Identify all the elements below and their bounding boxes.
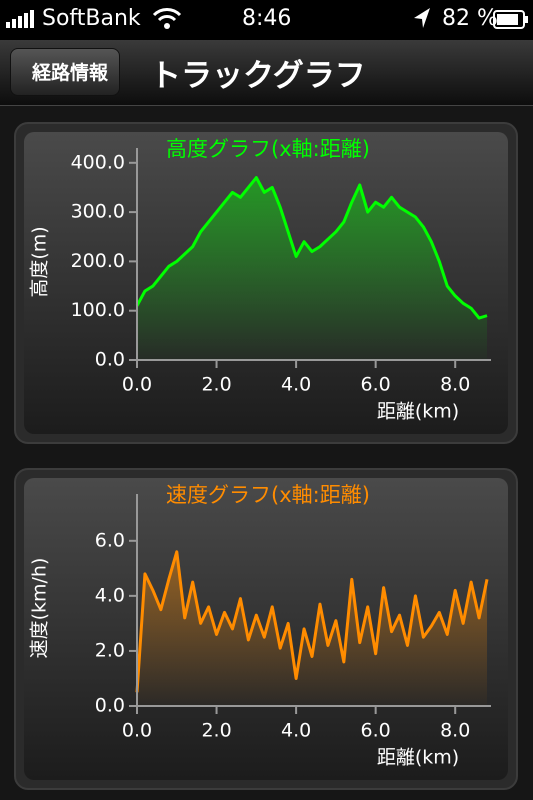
data-line <box>135 176 488 320</box>
x-tick-label: 2.0 <box>201 720 231 742</box>
y-tick-label: 400.0 <box>71 151 125 173</box>
x-tick-label: 0.0 <box>122 720 152 742</box>
y-tick-label: 2.0 <box>95 639 125 661</box>
x-tick-label: 4.0 <box>281 374 311 396</box>
wifi-icon <box>152 8 182 29</box>
x-tick-label: 8.0 <box>440 720 470 742</box>
battery-percent: 82 % <box>442 6 498 31</box>
area-fill <box>137 551 488 706</box>
nav-title: トラックグラフ <box>150 58 366 94</box>
x-tick-label: 4.0 <box>281 720 311 742</box>
y-tick-label: 100.0 <box>71 299 125 321</box>
x-tick-label: 6.0 <box>361 374 391 396</box>
y-tick-label: 4.0 <box>95 584 125 606</box>
y-tick-label: 0.0 <box>95 349 125 371</box>
area-fill <box>137 177 488 360</box>
y-tick-label: 200.0 <box>71 250 125 272</box>
nav-bar: 経路情報 トラックグラフ <box>0 40 533 106</box>
y-tick-label: 0.0 <box>95 695 125 717</box>
x-tick-label: 0.0 <box>122 374 152 396</box>
y-tick-label: 6.0 <box>95 529 125 551</box>
x-tick-label: 6.0 <box>361 720 391 742</box>
x-tick-label: 8.0 <box>440 374 470 396</box>
back-button[interactable]: 経路情報 <box>10 48 120 96</box>
signal-icon <box>6 10 34 28</box>
data-line <box>135 550 489 693</box>
chart: 高度グラフ(x軸:距離) 高度(m) 距離(km) 0.0 100.0 200.0 300.… <box>24 132 508 434</box>
x-axis-label: 距離(km) <box>377 747 459 769</box>
x-axis-label: 距離(km) <box>377 401 459 423</box>
status-bar: SoftBank 8:46 82 % <box>0 0 533 40</box>
location-icon <box>414 8 430 28</box>
chart-title: 高度グラフ(x軸:距離) <box>166 137 370 161</box>
chart-panel: 高度グラフ(x軸:距離) 高度(m) 距離(km) 0.0 100.0 200.0 300.… <box>14 122 518 444</box>
chart: 速度グラフ(x軸:距離) 速度(km/h) 距離(km) 0.0 2.0 4.0 6.0 0.… <box>24 478 508 780</box>
x-tick-label: 2.0 <box>201 374 231 396</box>
carrier: SoftBank <box>42 6 141 31</box>
battery-icon <box>493 10 528 29</box>
y-tick-label: 300.0 <box>71 201 125 223</box>
y-axis-label: 高度(m) <box>29 226 51 297</box>
y-axis-label: 速度(km/h) <box>29 558 51 659</box>
chart-panel: 速度グラフ(x軸:距離) 速度(km/h) 距離(km) 0.0 2.0 4.0 6.0 0.… <box>14 468 518 790</box>
clock: 8:46 <box>242 6 292 31</box>
chart-title: 速度グラフ(x軸:距離) <box>166 483 370 507</box>
